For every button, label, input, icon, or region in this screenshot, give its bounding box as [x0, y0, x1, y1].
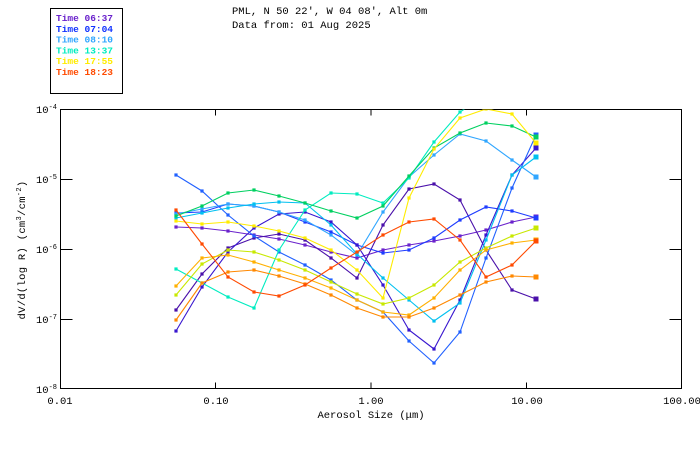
- svg-text:10.00: 10.00: [511, 396, 543, 408]
- svg-text:Time 17:55: Time 17:55: [56, 56, 113, 67]
- svg-text:1.00: 1.00: [358, 396, 383, 408]
- svg-text:Time 07:04: Time 07:04: [56, 24, 113, 35]
- svg-text:0.01: 0.01: [47, 396, 72, 408]
- svg-text:Time 18:23: Time 18:23: [56, 67, 113, 78]
- svg-text:Time 08:10: Time 08:10: [56, 35, 113, 46]
- svg-text:Data from: 01 Aug 2025: Data from: 01 Aug 2025: [232, 20, 371, 32]
- svg-text:PML, N 50 22', W 04 08', Alt 0: PML, N 50 22', W 04 08', Alt 0m: [232, 6, 427, 18]
- svg-text:Time 06:37: Time 06:37: [56, 13, 113, 24]
- svg-text:100.00: 100.00: [663, 396, 700, 408]
- svg-text:Time 13:37: Time 13:37: [56, 45, 113, 56]
- svg-text:dV/d(log R) (cm3/cm-2): dV/d(log R) (cm3/cm-2): [16, 181, 29, 320]
- svg-text:0.10: 0.10: [203, 396, 228, 408]
- svg-text:Aerosol Size (μm): Aerosol Size (μm): [317, 410, 424, 422]
